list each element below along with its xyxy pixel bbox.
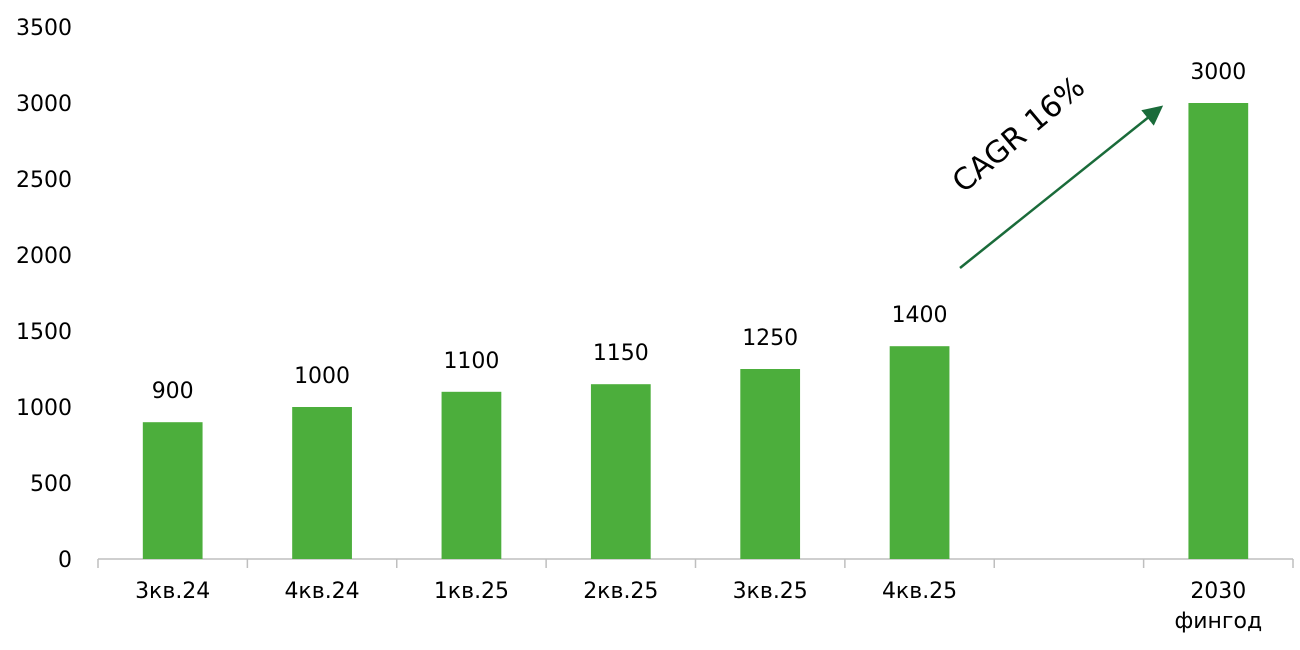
y-tick-label: 2500 (16, 168, 72, 193)
bar (740, 369, 801, 559)
value-label: 1150 (593, 341, 649, 366)
y-tick-label: 3500 (16, 16, 72, 41)
y-tick-label: 1500 (16, 320, 72, 345)
x-tick-label: 1кв.25 (433, 579, 510, 604)
x-tick-label: 3кв.25 (732, 579, 808, 604)
y-tick-label: 1000 (16, 396, 72, 421)
value-label: 1250 (742, 326, 798, 351)
bar (1188, 103, 1249, 559)
y-tick-label: 2000 (16, 244, 72, 269)
value-label: 1400 (892, 303, 948, 328)
bar (292, 407, 352, 559)
value-label: 3000 (1190, 60, 1246, 85)
y-tick-label: 500 (30, 472, 72, 497)
value-label: 1100 (443, 349, 499, 374)
x-tick-label: 2030 фингод (1174, 579, 1263, 634)
bar (441, 391, 502, 559)
bar (889, 346, 950, 559)
x-tick-label: 2кв.25 (583, 579, 659, 604)
y-tick-label: 0 (58, 548, 72, 573)
y-tick-label: 3000 (16, 92, 72, 117)
x-tick-label: 4кв.24 (284, 579, 360, 604)
value-label: 1000 (294, 364, 350, 389)
value-label: 900 (152, 379, 194, 404)
x-tick-label: 3кв.24 (135, 579, 211, 604)
bar (590, 384, 651, 559)
cagr-arrow (959, 105, 1164, 269)
x-tick-label: 4кв.25 (881, 579, 958, 604)
bar (142, 422, 203, 559)
